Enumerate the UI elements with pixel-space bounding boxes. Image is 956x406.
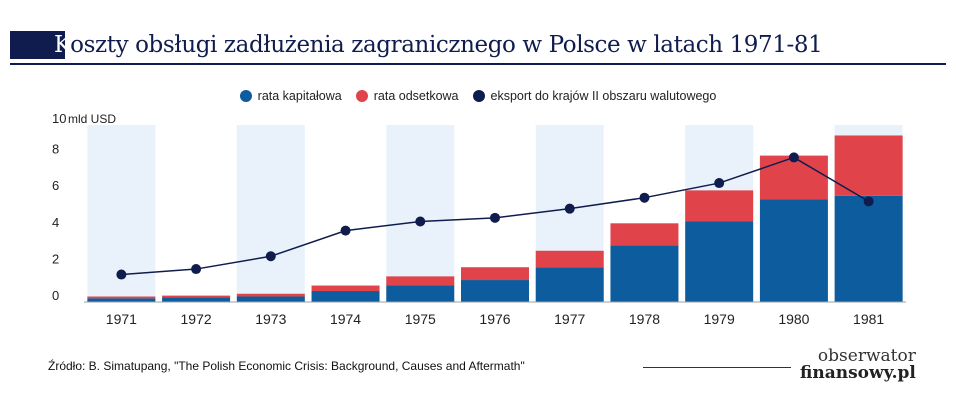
y-tick-label: 2 [52,251,59,266]
x-tick-label: 1972 [181,311,212,327]
bar-interest [386,276,455,286]
bar-interest [610,223,679,246]
title-accent-block [10,31,65,59]
point-export [191,264,202,275]
bar-interest [834,135,903,196]
chart-title: Koszty obsługi zadłużenia zagranicznego … [10,28,823,62]
legend-swatch-capital [239,90,252,102]
legend-swatch-export [472,90,485,102]
bar-interest [685,190,754,222]
point-export [788,152,799,163]
bar-capital [87,298,156,302]
legend-label-capital: rata kapitałowa [257,89,342,103]
y-tick-label: 4 [52,215,59,230]
logo-line-2: finansowy.pl [800,363,916,383]
source-divider [643,367,791,368]
bar-capital [834,195,903,302]
point-export [490,212,500,223]
y-tick-label: 10 [52,111,66,126]
bar-interest [311,285,380,292]
publisher-logo: obserwator finansowy.pl [800,348,916,382]
y-tick-label: 8 [52,142,59,157]
point-export [415,216,426,227]
background-band [236,125,305,302]
x-tick-label: 1981 [853,311,884,327]
bar-capital [236,296,305,302]
point-export [863,196,874,207]
x-tick-label: 1980 [778,311,809,327]
title-rest: oszty obsługi zadłużenia zagranicznego w… [70,32,823,58]
bar-interest [162,295,231,298]
legend-item-capital: rata kapitałowa [239,89,342,103]
bar-capital [610,245,679,302]
point-export [340,225,351,236]
point-export [116,269,127,280]
point-export [639,192,650,203]
title-underline [10,63,946,65]
x-tick-label: 1976 [479,311,510,327]
bar-interest [535,250,604,268]
point-export [265,251,276,262]
bar-capital [311,291,380,302]
point-export [714,178,725,189]
x-tick-label: 1973 [255,311,286,327]
bar-interest [461,267,529,281]
y-tick-label: 0 [52,288,59,303]
x-tick-label: 1978 [629,311,660,327]
x-tick-label: 1975 [405,311,436,327]
legend-item-export: eksport do krajów II obszaru walutowego [472,89,717,103]
point-export [564,203,575,214]
title-first-letter: K [54,32,71,58]
legend-label-interest: rata odsetkowa [373,89,459,103]
y-axis-label: mld USD [68,112,116,126]
bar-interest [236,293,305,297]
source-note: Źródło: B. Simatupang, "The Polish Econo… [48,359,525,373]
bar-capital [759,199,828,302]
bar-capital [386,285,455,302]
background-band [386,125,455,302]
logo-line-1: obserwator [817,346,916,366]
bar-capital [162,297,231,302]
bar-capital [461,280,529,302]
legend-swatch-interest [355,90,368,102]
bar-interest [759,155,828,200]
legend-label-export: eksport do krajów II obszaru walutowego [490,89,717,103]
x-tick-label: 1974 [330,311,361,327]
bar-capital [535,267,604,302]
x-tick-label: 1977 [554,311,585,327]
chart-title-text: Koszty obsługi zadłużenia zagranicznego … [54,32,823,58]
x-tick-label: 1979 [704,311,735,327]
bar-capital [685,221,754,302]
legend-item-interest: rata odsetkowa [355,89,459,103]
y-tick-label: 6 [52,178,59,193]
x-tick-label: 1971 [106,311,137,327]
bar-interest [87,296,156,299]
legend: rata kapitałowa rata odsetkowa eksport d… [0,89,956,103]
